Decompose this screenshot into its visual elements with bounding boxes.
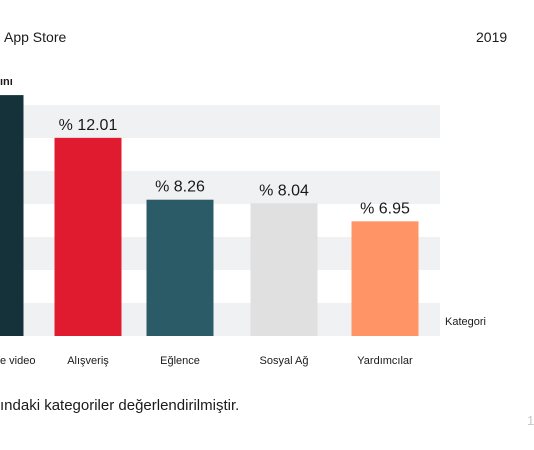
bar-3 xyxy=(250,203,318,336)
x-axis-label: Kategori xyxy=(445,316,486,328)
chart-header-title: App Store xyxy=(4,29,67,45)
value-label-4: % 6.95 xyxy=(360,200,410,217)
category-label-4: Yardımcılar xyxy=(357,355,413,367)
bar-0 xyxy=(0,95,24,336)
bar-chart: % 12.01 % 8.26 % 8.04 % 6.95 e video Alışver… xyxy=(0,95,486,367)
bars xyxy=(0,95,419,336)
value-label-1: % 12.01 xyxy=(59,117,118,134)
bar-2 xyxy=(146,199,214,336)
grid-band xyxy=(0,105,440,138)
value-label-3: % 8.04 xyxy=(259,182,309,199)
bar-4 xyxy=(351,221,419,336)
footnote: ındaki kategoriler değerlendirilmiştir. xyxy=(0,397,240,414)
bar-1 xyxy=(54,137,122,336)
value-label-2: % 8.26 xyxy=(155,179,205,196)
value-labels: % 12.01 % 8.26 % 8.04 % 6.95 xyxy=(59,117,410,217)
y-axis-label: ını xyxy=(0,76,13,88)
corner-mark: 1 xyxy=(527,413,534,428)
category-label-2: Eğlence xyxy=(160,355,200,367)
category-labels: e video Alışveriş Eğlence Sosyal Ağ Yardımcı… xyxy=(0,355,413,367)
chart-header-year: 2019 xyxy=(476,29,508,45)
category-label-1: Alışveriş xyxy=(67,355,109,367)
category-label-3: Sosyal Ağ xyxy=(260,355,309,367)
category-label-0: e video xyxy=(0,355,35,367)
